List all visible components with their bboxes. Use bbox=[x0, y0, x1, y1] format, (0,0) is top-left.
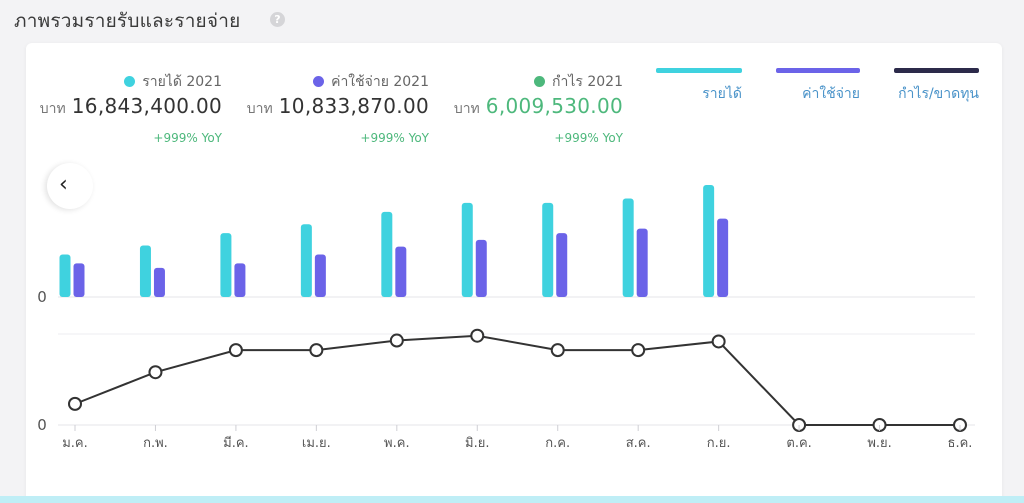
expense-bar-6 bbox=[475, 239, 487, 297]
toggle-revenue-label: รายได้ bbox=[702, 86, 742, 102]
month-label-9: ก.ย. bbox=[707, 436, 731, 451]
toggle-revenue-swatch bbox=[656, 68, 742, 73]
previous-period-button[interactable]: ‹ bbox=[47, 163, 93, 209]
month-label-10: ต.ค. bbox=[786, 436, 811, 451]
currency-label: บาท bbox=[453, 101, 480, 117]
toggle-profit-loss-label: กำไร/ขาดทุน bbox=[898, 86, 979, 102]
month-label-5: พ.ค. bbox=[384, 436, 410, 451]
profit-amount: 6,009,530.00 bbox=[485, 94, 623, 118]
amount-revenue-line: บาท 16,843,400.00 bbox=[40, 94, 222, 120]
month-label-12: ธ.ค. bbox=[948, 436, 973, 451]
toggle-expense-label: ค่าใช้จ่าย bbox=[802, 86, 860, 102]
expense-bar-1 bbox=[73, 263, 85, 297]
expense-yoy: +999% YoY bbox=[360, 131, 429, 145]
toggle-profit-loss-swatch bbox=[894, 68, 979, 73]
help-icon[interactable]: ? bbox=[270, 12, 285, 27]
month-label-7: ก.ค. bbox=[545, 436, 570, 451]
revenue-bar-2 bbox=[139, 245, 151, 297]
profit-loss-point-7 bbox=[550, 343, 565, 358]
currency-label: บาท bbox=[246, 101, 273, 117]
profit-loss-point-6 bbox=[470, 328, 485, 343]
month-label-6: มิ.ย. bbox=[465, 436, 489, 451]
profit-loss-point-8 bbox=[631, 343, 646, 358]
month-label-11: พ.ย. bbox=[867, 436, 891, 451]
currency-label: บาท bbox=[39, 101, 66, 117]
revenue-bar-3 bbox=[220, 233, 232, 297]
legend-profit-label: กำไร 2021 bbox=[552, 74, 623, 90]
revenue-bar-4 bbox=[300, 224, 312, 297]
page-title: ภาพรวมรายรับและรายจ่าย bbox=[14, 10, 241, 32]
profit-yoy: +999% YoY bbox=[554, 131, 623, 145]
expense-bar-7 bbox=[556, 233, 568, 297]
legend-profit: กำไร 2021 bbox=[534, 71, 623, 93]
profit-loss-point-5 bbox=[389, 333, 404, 348]
month-label-2: ก.พ. bbox=[143, 436, 168, 451]
profit-dot-icon bbox=[534, 76, 546, 87]
profit-loss-point-1 bbox=[68, 396, 82, 411]
month-label-3: มี.ค. bbox=[223, 435, 249, 451]
income-expense-card: รายได้ 2021 บาท 16,843,400.00 +999% YoY ค… bbox=[26, 43, 1002, 503]
legend-expense-label: ค่าใช้จ่าย 2021 bbox=[331, 74, 429, 90]
expense-bar-9 bbox=[717, 218, 729, 297]
expense-bar-2 bbox=[153, 267, 165, 297]
revenue-bar-5 bbox=[381, 211, 393, 297]
chevron-left-icon: ‹ bbox=[59, 172, 68, 197]
bar-zero-label: 0 bbox=[37, 288, 47, 306]
profit-loss-point-4 bbox=[309, 343, 324, 358]
expense-bar-3 bbox=[234, 263, 246, 297]
profit-loss-point-2 bbox=[148, 365, 163, 380]
expense-bar-8 bbox=[636, 228, 648, 297]
expense-dot-icon bbox=[313, 76, 325, 87]
month-label-8: ส.ค. bbox=[626, 436, 651, 451]
revenue-bar-1 bbox=[59, 254, 71, 297]
revenue-bar-7 bbox=[542, 202, 554, 297]
profit-loss-point-3 bbox=[228, 343, 243, 358]
line-zero-label: 0 bbox=[37, 416, 47, 434]
expense-amount: 10,833,870.00 bbox=[278, 94, 429, 118]
profit-loss-point-9 bbox=[711, 334, 726, 349]
expense-bar-5 bbox=[395, 246, 407, 297]
amount-profit-line: บาท 6,009,530.00 bbox=[454, 94, 623, 120]
profit-loss-line bbox=[74, 334, 960, 426]
month-label-4: เม.ย. bbox=[302, 436, 331, 451]
revenue-bar-9 bbox=[703, 185, 715, 297]
legend-expense: ค่าใช้จ่าย 2021 bbox=[313, 71, 429, 93]
revenue-yoy: +999% YoY bbox=[153, 131, 222, 145]
legend-revenue: รายได้ 2021 bbox=[124, 71, 222, 93]
legend-revenue-label: รายได้ 2021 bbox=[142, 74, 222, 90]
bottom-bar bbox=[0, 496, 1024, 503]
revenue-bar-6 bbox=[461, 202, 473, 297]
toggle-expense-swatch bbox=[776, 68, 860, 73]
revenue-amount: 16,843,400.00 bbox=[71, 94, 222, 118]
revenue-dot-icon bbox=[124, 76, 136, 87]
amount-expense-line: บาท 10,833,870.00 bbox=[247, 94, 429, 120]
expense-bar-4 bbox=[314, 254, 326, 297]
month-label-1: ม.ค. bbox=[62, 436, 88, 451]
revenue-bar-8 bbox=[622, 198, 634, 297]
